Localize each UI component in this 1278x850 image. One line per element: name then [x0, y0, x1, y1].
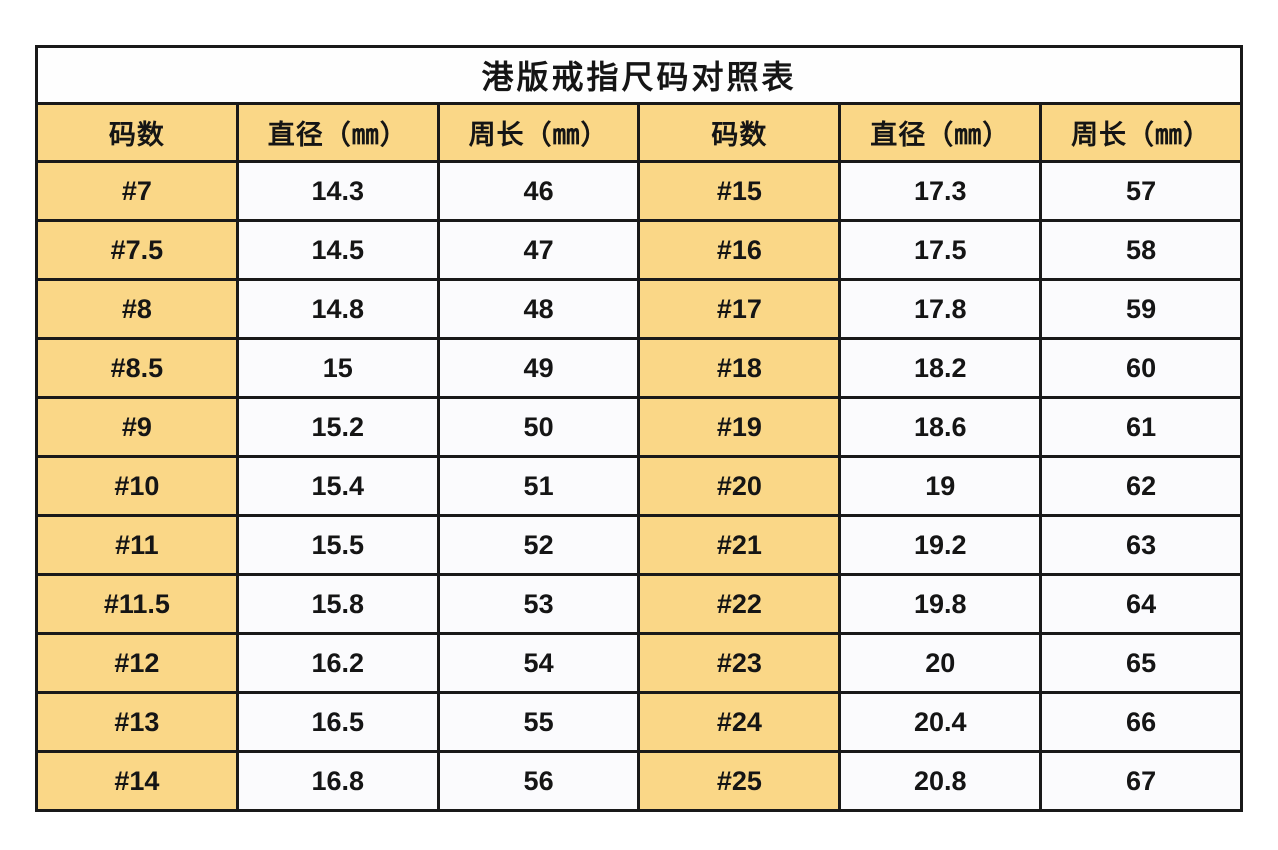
table-row: #9 15.2 50 #19 18.6 61	[35, 396, 1243, 458]
diameter-cell: 14.3	[235, 160, 440, 222]
header-diameter-left: 直径（㎜）	[235, 102, 440, 163]
size-cell: #14	[35, 750, 239, 812]
size-cell: #8	[35, 278, 239, 340]
header-size-right: 码数	[637, 102, 842, 163]
circumference-cell: 54	[436, 632, 641, 694]
table-title: 港版戒指尺码对照表	[35, 45, 1243, 105]
size-cell: #20	[637, 455, 842, 517]
diameter-cell: 19.8	[838, 573, 1043, 635]
size-cell: #8.5	[35, 337, 239, 399]
diameter-cell: 15	[235, 337, 440, 399]
table-row: #12 16.2 54 #23 20 65	[35, 632, 1243, 694]
diameter-cell: 17.5	[838, 219, 1043, 281]
size-cell: #7.5	[35, 219, 239, 281]
table-row: #13 16.5 55 #24 20.4 66	[35, 691, 1243, 753]
circumference-cell: 64	[1039, 573, 1243, 635]
table-row: #8.5 15 49 #18 18.2 60	[35, 337, 1243, 399]
diameter-cell: 14.8	[235, 278, 440, 340]
header-circumference-left: 周长（㎜）	[436, 102, 641, 163]
diameter-cell: 15.2	[235, 396, 440, 458]
circumference-cell: 46	[436, 160, 641, 222]
table-row: #7.5 14.5 47 #16 17.5 58	[35, 219, 1243, 281]
circumference-cell: 55	[436, 691, 641, 753]
size-cell: #21	[637, 514, 842, 576]
circumference-cell: 47	[436, 219, 641, 281]
size-cell: #9	[35, 396, 239, 458]
circumference-cell: 49	[436, 337, 641, 399]
circumference-cell: 57	[1039, 160, 1243, 222]
size-cell: #18	[637, 337, 842, 399]
circumference-cell: 52	[436, 514, 641, 576]
table-row: #11 15.5 52 #21 19.2 63	[35, 514, 1243, 576]
diameter-cell: 17.3	[838, 160, 1043, 222]
size-cell: #24	[637, 691, 842, 753]
size-cell: #25	[637, 750, 842, 812]
size-cell: #16	[637, 219, 842, 281]
diameter-cell: 16.8	[235, 750, 440, 812]
diameter-cell: 17.8	[838, 278, 1043, 340]
circumference-cell: 59	[1039, 278, 1243, 340]
diameter-cell: 19	[838, 455, 1043, 517]
diameter-cell: 16.5	[235, 691, 440, 753]
circumference-cell: 67	[1039, 750, 1243, 812]
table-row: #10 15.4 51 #20 19 62	[35, 455, 1243, 517]
circumference-cell: 65	[1039, 632, 1243, 694]
table-row: #8 14.8 48 #17 17.8 59	[35, 278, 1243, 340]
size-cell: #23	[637, 632, 842, 694]
ring-size-table: 港版戒指尺码对照表 码数 直径（㎜） 周长（㎜） 码数 直径（㎜） 周长（㎜） …	[35, 45, 1243, 812]
diameter-cell: 20.8	[838, 750, 1043, 812]
circumference-cell: 56	[436, 750, 641, 812]
circumference-cell: 53	[436, 573, 641, 635]
header-diameter-right: 直径（㎜）	[838, 102, 1043, 163]
circumference-cell: 61	[1039, 396, 1243, 458]
diameter-cell: 14.5	[235, 219, 440, 281]
circumference-cell: 63	[1039, 514, 1243, 576]
size-cell: #13	[35, 691, 239, 753]
table-title-row: 港版戒指尺码对照表	[35, 45, 1243, 105]
size-cell: #11.5	[35, 573, 239, 635]
circumference-cell: 62	[1039, 455, 1243, 517]
size-cell: #19	[637, 396, 842, 458]
table-row: #14 16.8 56 #25 20.8 67	[35, 750, 1243, 812]
diameter-cell: 15.8	[235, 573, 440, 635]
diameter-cell: 15.5	[235, 514, 440, 576]
diameter-cell: 20	[838, 632, 1043, 694]
circumference-cell: 66	[1039, 691, 1243, 753]
circumference-cell: 50	[436, 396, 641, 458]
size-cell: #22	[637, 573, 842, 635]
table-row: #7 14.3 46 #15 17.3 57	[35, 160, 1243, 222]
circumference-cell: 51	[436, 455, 641, 517]
size-cell: #17	[637, 278, 842, 340]
diameter-cell: 16.2	[235, 632, 440, 694]
table-body: #7 14.3 46 #15 17.3 57 #7.5 14.5 47 #16 17.5 58 #8 14…	[35, 160, 1243, 812]
header-size-left: 码数	[35, 102, 239, 163]
diameter-cell: 20.4	[838, 691, 1043, 753]
circumference-cell: 58	[1039, 219, 1243, 281]
diameter-cell: 19.2	[838, 514, 1043, 576]
diameter-cell: 15.4	[235, 455, 440, 517]
table-row: #11.5 15.8 53 #22 19.8 64	[35, 573, 1243, 635]
size-cell: #15	[637, 160, 842, 222]
size-cell: #7	[35, 160, 239, 222]
size-cell: #11	[35, 514, 239, 576]
circumference-cell: 48	[436, 278, 641, 340]
size-cell: #10	[35, 455, 239, 517]
diameter-cell: 18.6	[838, 396, 1043, 458]
size-cell: #12	[35, 632, 239, 694]
table-header-row: 码数 直径（㎜） 周长（㎜） 码数 直径（㎜） 周长（㎜）	[35, 102, 1243, 163]
diameter-cell: 18.2	[838, 337, 1043, 399]
header-circumference-right: 周长（㎜）	[1039, 102, 1243, 163]
circumference-cell: 60	[1039, 337, 1243, 399]
